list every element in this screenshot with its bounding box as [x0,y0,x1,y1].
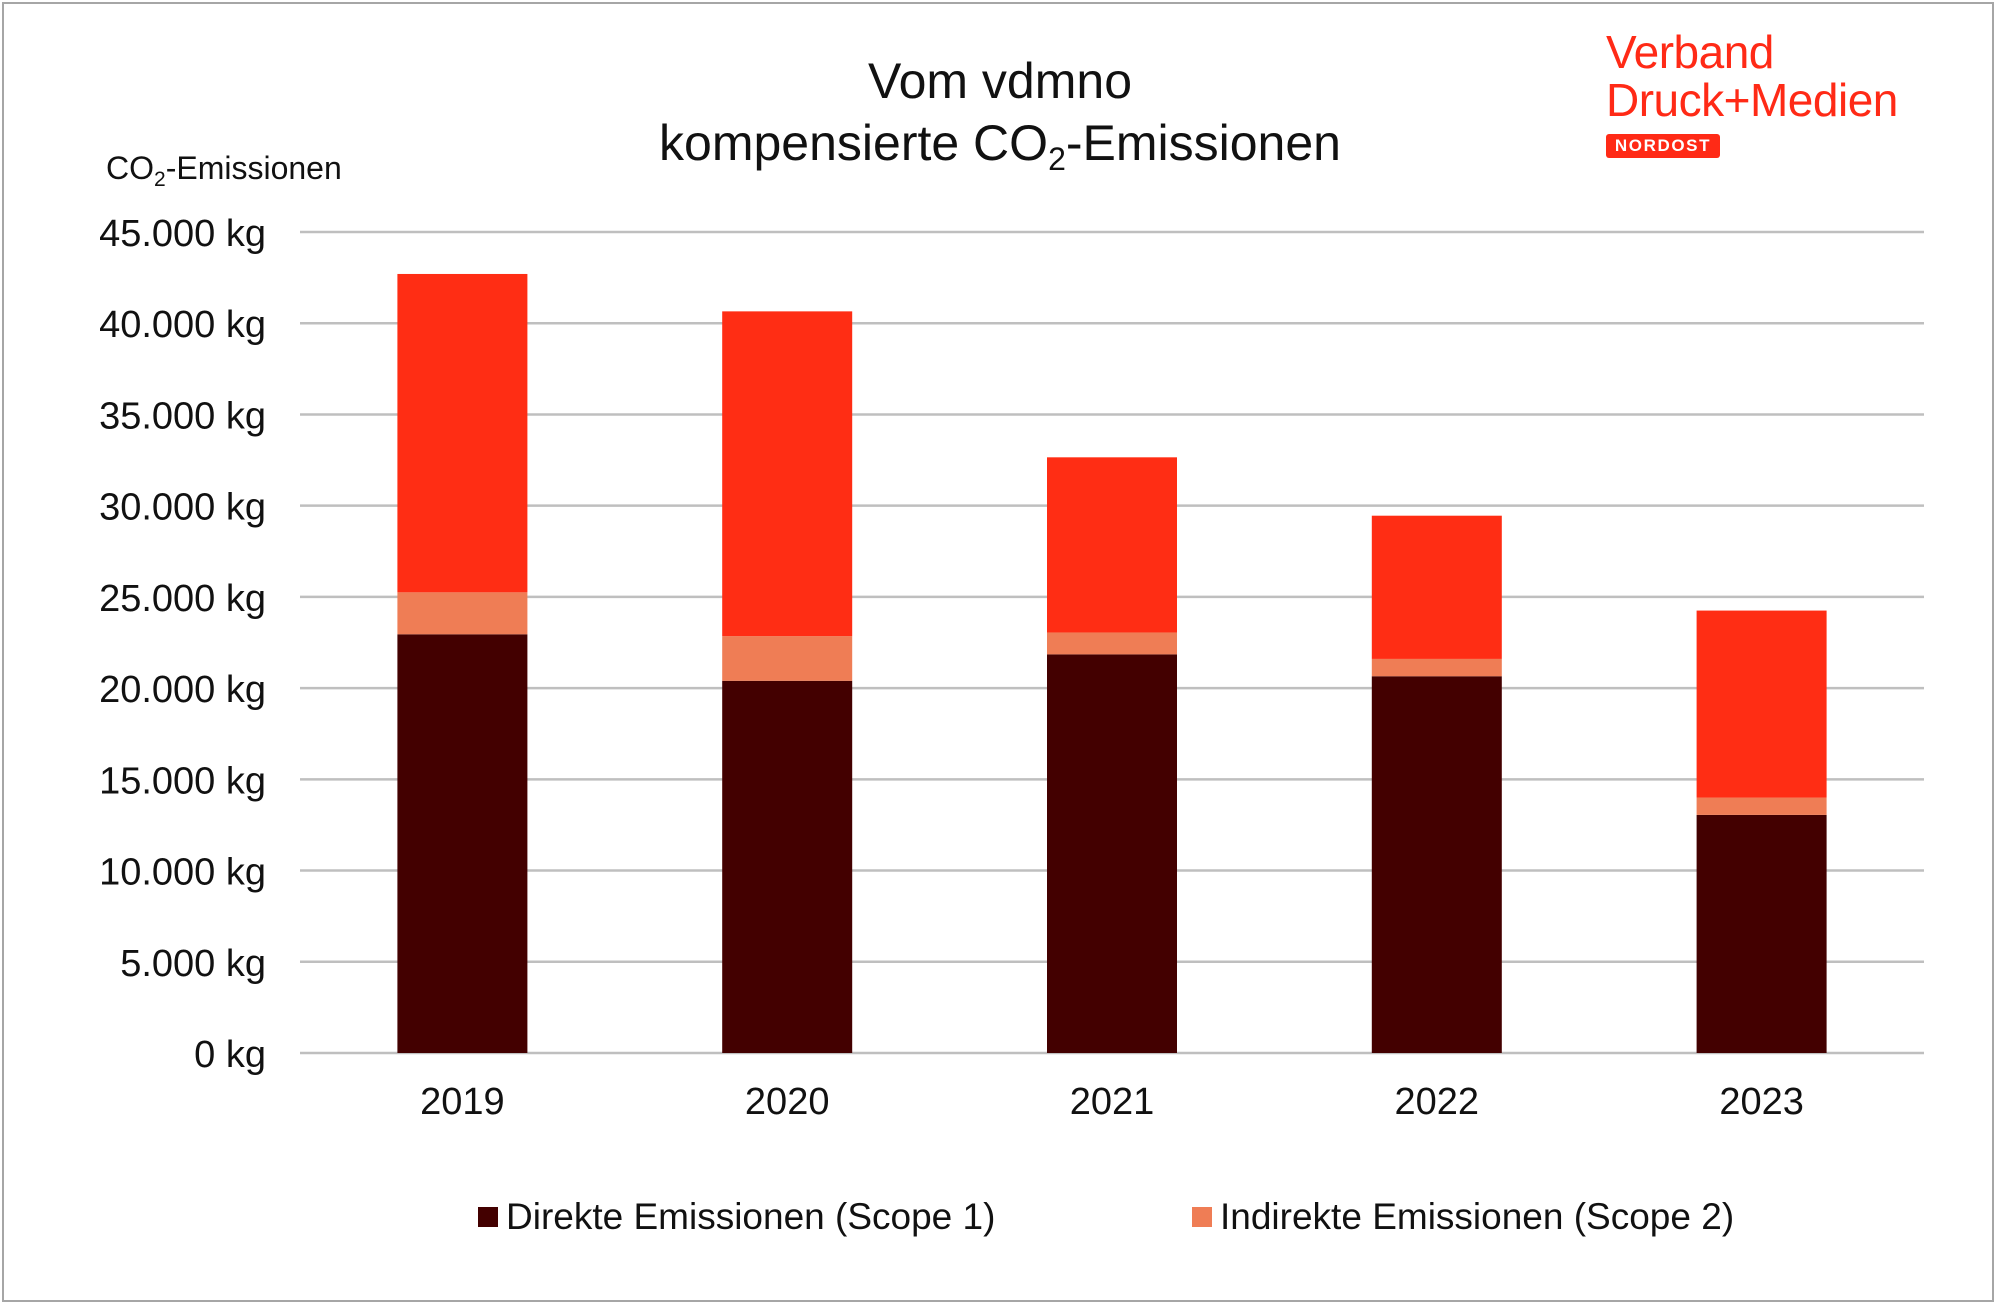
y-axis-label-subscript: 2 [154,168,166,191]
logo-badge: NORDOST [1606,134,1720,158]
y-tick-label: 0 kg [194,1034,266,1076]
bar-segment [1696,797,1827,815]
y-tick-label: 20.000 kg [99,669,266,711]
bar-segment [1047,632,1177,655]
legend: Direkte Emissionen (Scope 1) Indirekte E… [0,1196,2000,1246]
title-line-1: Vom vdmno [867,53,1132,109]
bar-segment [722,311,853,637]
y-axis-label-text: CO [106,150,154,186]
x-tick-label: 2023 [1719,1081,1804,1123]
y-tick-label: 10.000 kg [99,852,266,894]
legend-item-indirect: Indirekte Emissionen (Scope 2) [1192,1196,1734,1238]
bar-segment [397,273,528,593]
bar-segment [722,636,853,681]
legend-swatch-indirect [1192,1207,1212,1227]
x-tick-label: 2021 [1070,1081,1155,1123]
x-tick-label: 2020 [745,1081,830,1123]
y-tick-label: 5.000 kg [120,943,266,985]
y-tick-label: 15.000 kg [99,760,266,802]
x-tick-label: 2019 [420,1081,505,1123]
y-tick-label: 40.000 kg [99,304,266,346]
bar-segment [1371,515,1502,659]
y-axis-label-suffix: -Emissionen [165,150,342,186]
title-line-2: kompensierte CO2-Emissionen [0,112,2000,177]
legend-item-direct: Direkte Emissionen (Scope 1) [478,1196,995,1238]
bar-segment [722,680,853,1053]
bar-segment [1696,610,1827,798]
x-tick-label: 2022 [1395,1081,1480,1123]
brand-logo: Verband Druck+Medien NORDOST [1606,28,1936,168]
bar-segment [1047,457,1177,633]
y-tick-label: 25.000 kg [99,578,266,620]
legend-swatch-direct [478,1207,498,1227]
bar-segment [1371,676,1502,1053]
title-subscript: 2 [1048,141,1066,177]
y-tick-label: 30.000 kg [99,487,266,529]
title-line-2-text: kompensierte CO [659,115,1049,171]
title-line-2-suffix: -Emissionen [1065,115,1341,171]
y-axis-label: CO2-Emissionen [106,150,342,190]
bar-segment [1047,654,1177,1053]
bar-segment [1696,814,1827,1053]
y-tick-label: 45.000 kg [99,213,266,255]
logo-line-1: Verband [1606,26,1774,78]
chart-title: Vom vdmno kompensierte CO2-Emissionen [0,50,2000,177]
y-tick-label: 35.000 kg [99,395,266,437]
bar-segment [397,592,528,635]
logo-line-2: Druck+Medien [1606,74,1898,126]
legend-label-direct: Direkte Emissionen (Scope 1) [506,1196,996,1237]
bar-segment [397,634,528,1053]
bar-segment [1371,658,1502,677]
legend-label-indirect: Indirekte Emissionen (Scope 2) [1220,1196,1735,1237]
